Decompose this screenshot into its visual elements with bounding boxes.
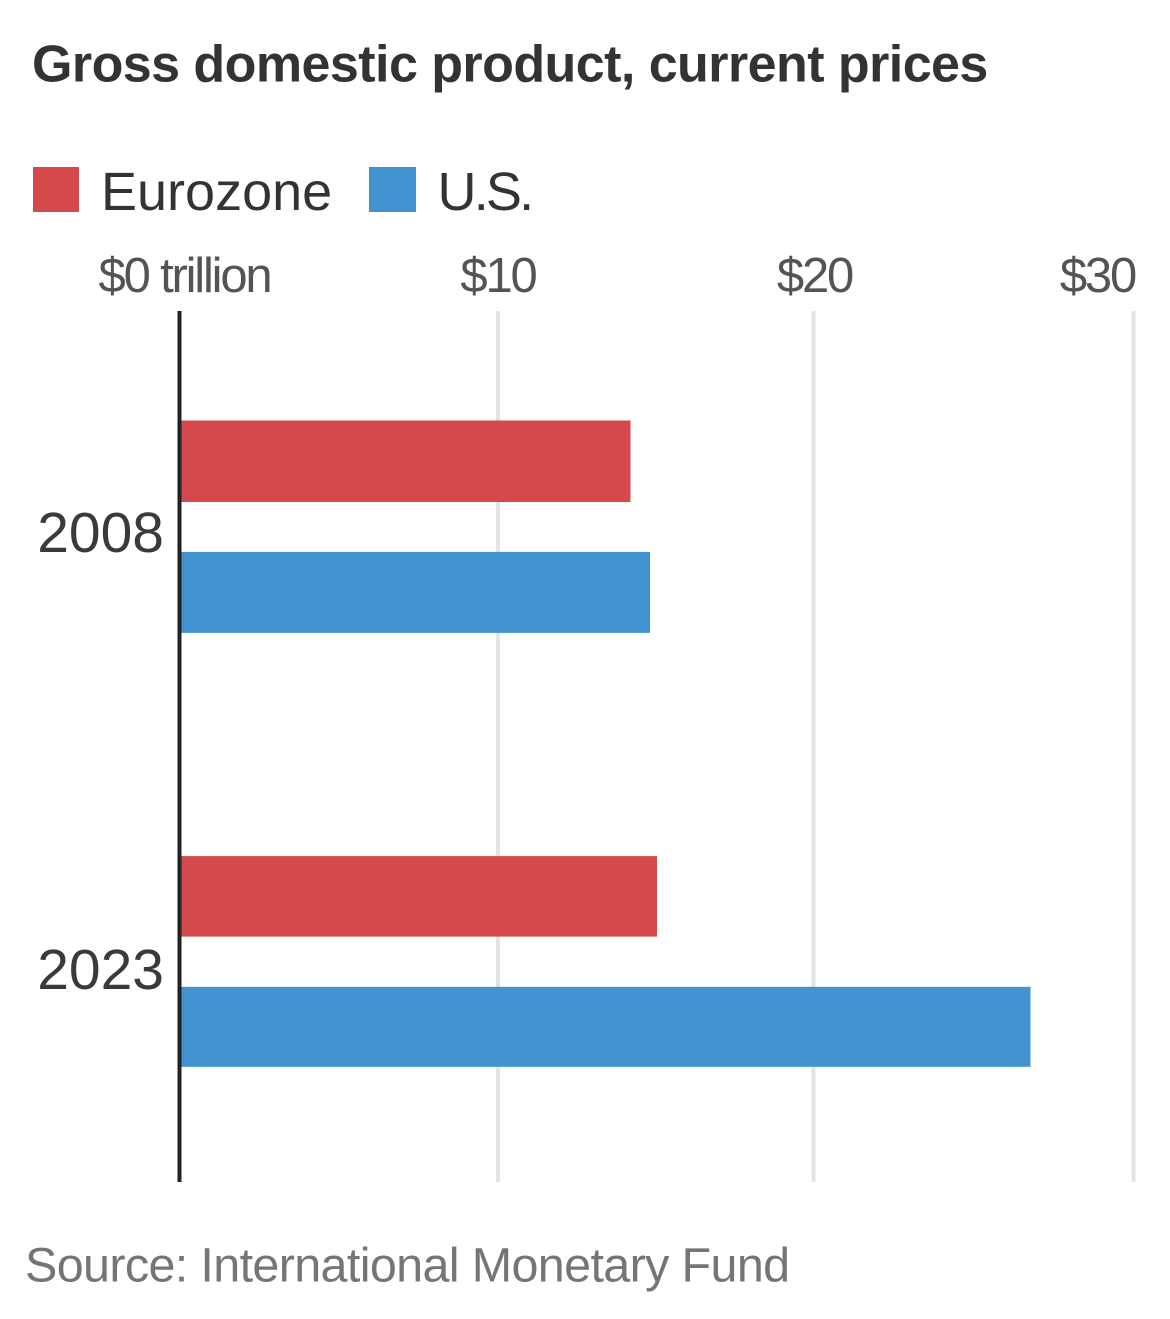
svg-text:Source: International Monetary: Source: International Monetary Fund	[25, 1239, 789, 1293]
svg-text:U.S.: U.S.	[438, 162, 532, 222]
svg-text:Eurozone: Eurozone	[101, 162, 332, 222]
svg-text:$0 trillion: $0 trillion	[99, 249, 271, 303]
svg-text:2023: 2023	[37, 938, 164, 1002]
svg-text:$30: $30	[1060, 249, 1136, 303]
svg-text:Gross domestic product, curren: Gross domestic product, current prices	[32, 36, 988, 94]
svg-text:2008: 2008	[37, 501, 164, 565]
svg-text:$10: $10	[460, 249, 536, 303]
svg-text:$20: $20	[777, 249, 853, 303]
